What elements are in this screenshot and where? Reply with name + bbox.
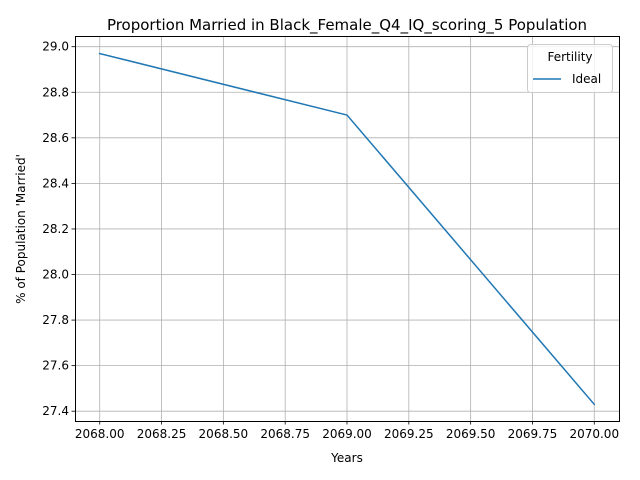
y-tick-label: 28.0 bbox=[42, 268, 69, 282]
legend-label-ideal: Ideal bbox=[572, 72, 601, 86]
legend-box bbox=[527, 44, 613, 93]
legend-title: Fertility bbox=[547, 50, 592, 64]
x-tick-label: 2070.00 bbox=[569, 427, 619, 441]
chart-title: Proportion Married in Black_Female_Q4_IQ… bbox=[107, 16, 587, 35]
series-line-ideal bbox=[98, 52, 596, 406]
y-axis-label: % of Population 'Married' bbox=[14, 154, 28, 304]
y-tick-label: 27.4 bbox=[42, 404, 69, 418]
grid-lines bbox=[75, 36, 619, 421]
x-tick-label: 2068.75 bbox=[260, 427, 310, 441]
legend: Fertility Ideal bbox=[527, 44, 613, 93]
x-tick-label: 2068.25 bbox=[137, 427, 187, 441]
x-tick-label: 2068.50 bbox=[199, 427, 249, 441]
y-tick-label: 27.8 bbox=[42, 313, 69, 327]
y-tick-label: 29.0 bbox=[42, 40, 69, 54]
y-tick-label: 28.2 bbox=[42, 222, 69, 236]
y-tick-label: 27.6 bbox=[42, 359, 69, 373]
plot-frame bbox=[75, 36, 620, 422]
y-tick-label: 28.8 bbox=[42, 85, 69, 99]
y-tick-label: 28.6 bbox=[42, 131, 69, 145]
x-axis-label: Years bbox=[330, 451, 363, 465]
x-tick-label: 2069.75 bbox=[508, 427, 558, 441]
x-tick-label: 2069.25 bbox=[384, 427, 434, 441]
y-tick-label: 28.4 bbox=[42, 176, 69, 190]
x-tick-label: 2068.00 bbox=[75, 427, 125, 441]
x-axis-ticks: 2068.00 2068.25 2068.50 2068.75 2069.00 2069.… bbox=[75, 421, 619, 441]
x-tick-label: 2069.00 bbox=[322, 427, 372, 441]
y-axis-ticks: 27.4 27.6 27.8 28.0 28.2 28.4 28.6 28.8 29.0 bbox=[42, 40, 75, 418]
series-layer bbox=[98, 52, 596, 406]
x-tick-label: 2069.50 bbox=[446, 427, 496, 441]
